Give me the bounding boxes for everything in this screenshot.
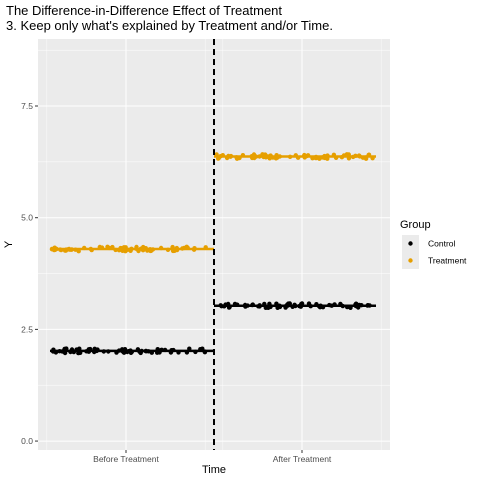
mean-lines: [50, 155, 376, 353]
x-axis-title: Time: [202, 464, 226, 476]
x-tick-label: Before Treatment: [93, 454, 159, 464]
legend-entry-label: Treatment: [428, 256, 467, 266]
y-tick-label: 5.0: [21, 213, 33, 223]
y-axis: 0.0 2.5 5.0 7.5: [21, 101, 38, 446]
y-tick-label: 2.5: [21, 324, 33, 334]
x-tick-label: After Treatment: [273, 454, 332, 464]
legend-symbol: [408, 241, 413, 246]
y-tick-label: 0.0: [21, 436, 33, 446]
legend-title: Group: [400, 219, 431, 231]
legend-symbol: [408, 258, 413, 263]
legend-entry-label: Control: [428, 239, 456, 249]
chart-title: The Difference-in-Difference Effect of T…: [6, 3, 282, 18]
legend: Group Control Treatment: [400, 219, 467, 269]
chart-subtitle: 3. Keep only what's explained by Treatme…: [6, 18, 333, 33]
y-axis-title: Y: [3, 240, 15, 248]
x-axis: Before Treatment After Treatment: [93, 450, 332, 464]
y-tick-label: 7.5: [21, 101, 33, 111]
